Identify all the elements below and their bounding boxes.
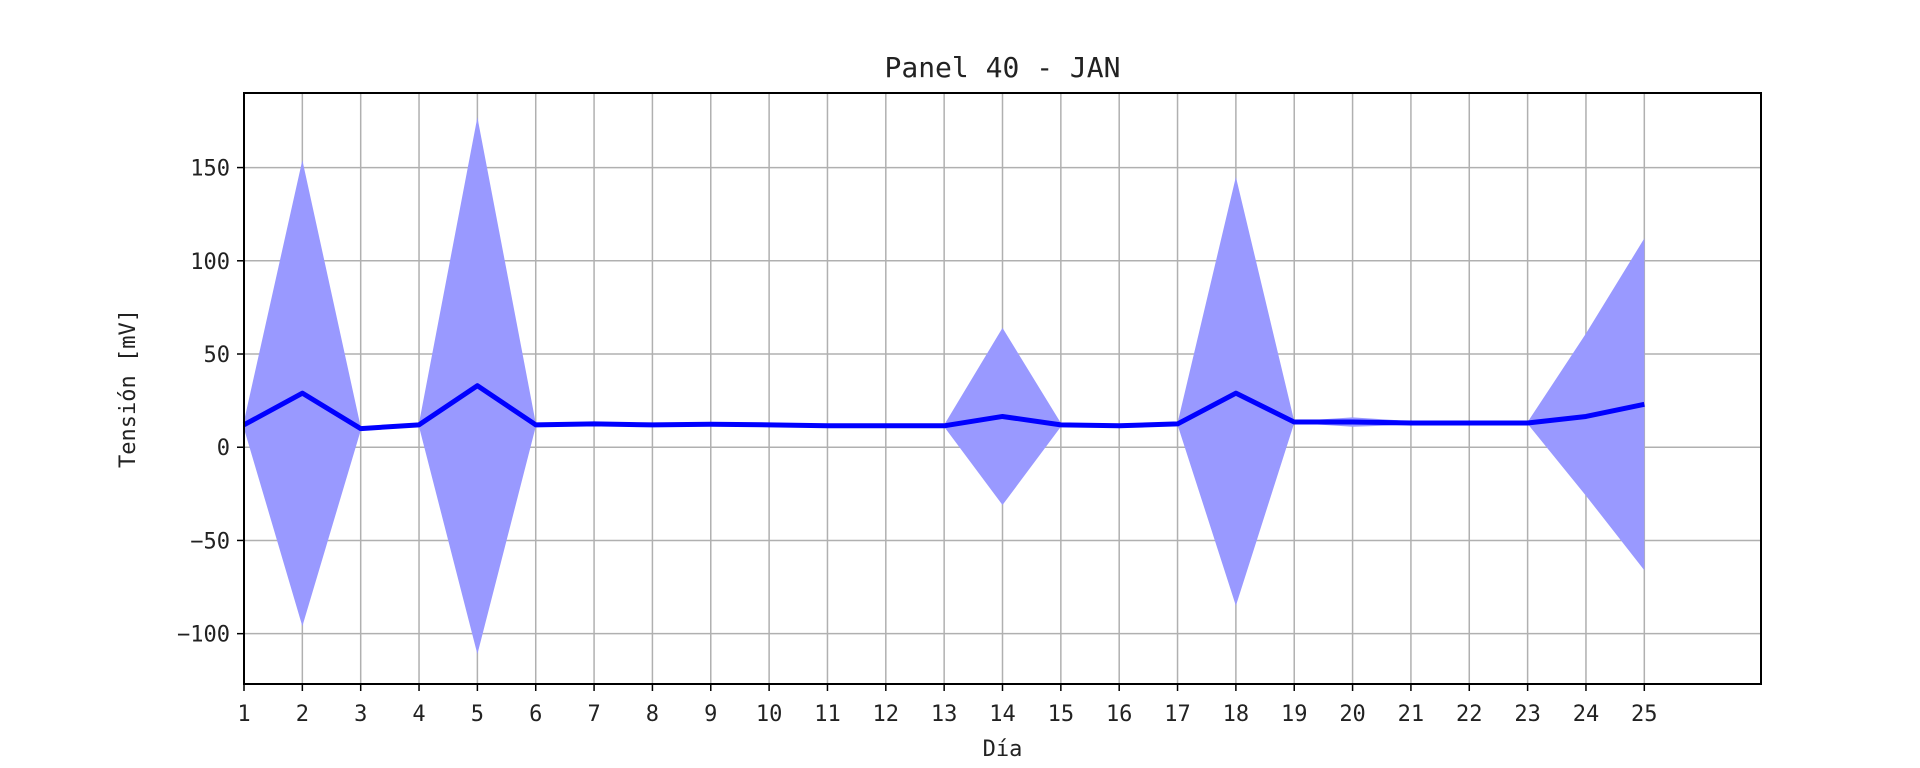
y-axis-ticks: −100 −50 0 50 100 150 (177, 157, 244, 648)
y-tick-label: 100 (190, 250, 230, 275)
y-tick-label: 50 (204, 343, 231, 368)
x-tick-label: 23 (1514, 702, 1541, 727)
x-tick-label: 17 (1164, 702, 1191, 727)
x-tick-label: 25 (1631, 702, 1658, 727)
x-tick-label: 18 (1223, 702, 1250, 727)
x-tick-label: 8 (646, 702, 659, 727)
line-layer (242, 383, 1645, 432)
chart-title: Panel 40 - JAN (884, 51, 1120, 84)
x-tick-label: 4 (412, 702, 425, 727)
y-axis-label: Tensión [mV] (116, 309, 141, 468)
x-tick-label: 12 (873, 702, 900, 727)
x-tick-label: 11 (814, 702, 841, 727)
y-tick-label: −50 (190, 529, 230, 554)
x-tick-label: 14 (989, 702, 1016, 727)
y-tick-label: 0 (217, 436, 230, 461)
y-tick-label: 150 (190, 157, 230, 182)
x-tick-label: 6 (529, 702, 542, 727)
x-axis-label: Día (983, 737, 1023, 762)
x-tick-label: 7 (587, 702, 600, 727)
x-tick-label: 20 (1339, 702, 1366, 727)
y-tick-label: −100 (177, 623, 230, 648)
x-tick-label: 1 (237, 702, 250, 727)
x-tick-label: 5 (471, 702, 484, 727)
x-tick-label: 16 (1106, 702, 1133, 727)
x-tick-label: 19 (1281, 702, 1308, 727)
x-tick-label: 21 (1398, 702, 1425, 727)
x-axis-ticks: 1 2 3 4 5 6 7 8 9 10 11 12 13 14 15 16 17 18 19 20 21 22 23 24 2… (237, 684, 1658, 727)
series-line (242, 383, 1645, 432)
x-tick-label: 22 (1456, 702, 1483, 727)
x-tick-label: 9 (704, 702, 717, 727)
x-tick-label: 10 (756, 702, 783, 727)
confidence-band (244, 117, 1645, 655)
band-layer (244, 117, 1645, 655)
x-tick-label: 13 (931, 702, 958, 727)
x-tick-label: 3 (354, 702, 367, 727)
x-tick-label: 2 (296, 702, 309, 727)
x-tick-label: 15 (1048, 702, 1075, 727)
x-tick-label: 24 (1573, 702, 1600, 727)
